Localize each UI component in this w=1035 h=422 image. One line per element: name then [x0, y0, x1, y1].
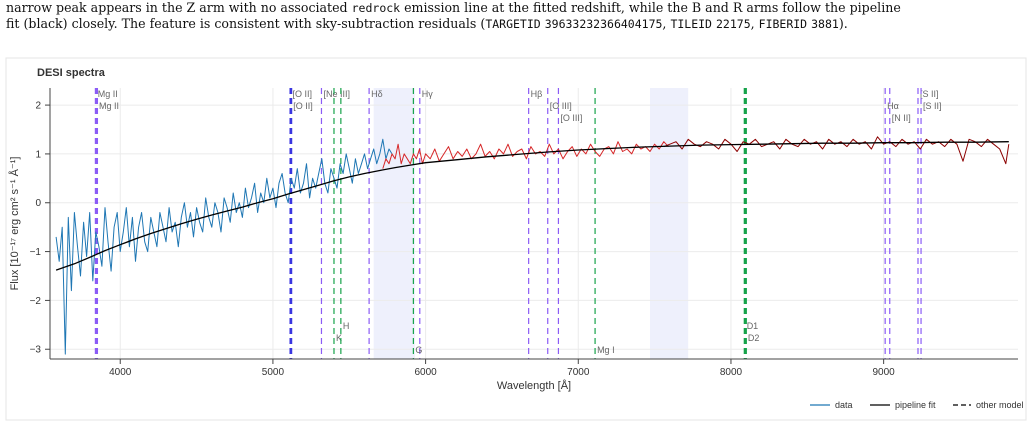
spectral-line-label: [O III]	[550, 101, 572, 111]
caption-code: redrock	[351, 1, 401, 15]
caption-text: fit (black) closely. The feature is cons…	[6, 16, 486, 31]
spectral-line-label: [O III]	[560, 113, 582, 123]
legend: data pipeline fit other model	[810, 400, 1024, 410]
figure-caption: narrow peak appears in the Z arm with no…	[6, 0, 1030, 32]
y-tick-label: 2	[35, 101, 41, 112]
data-series-group	[55, 136, 1010, 355]
legend-label: other model	[976, 400, 1024, 410]
spectral-line-label: [S II]	[923, 101, 942, 111]
spectral-line-label: [O II]	[292, 89, 312, 99]
spectral-line-label: Hδ	[371, 89, 383, 99]
y-tick-label: −2	[30, 296, 42, 307]
pipeline-fit-line	[55, 141, 1009, 271]
spectral-line-label: Hγ	[422, 89, 433, 99]
spectrum-chart: DESI spectra Mg II Mg II [O II] [O II] [Ne I…	[5, 57, 1027, 421]
spectral-line-label: [N II]	[892, 113, 911, 123]
x-tick-label: 8000	[720, 367, 743, 378]
spectral-line-label: Hβ	[531, 89, 543, 99]
spectral-line-label: H	[343, 321, 350, 331]
plot-background	[50, 88, 1018, 359]
caption-text: narrow peak appears in the Z arm with no…	[6, 0, 352, 15]
x-tick-label: 5000	[262, 367, 285, 378]
targetid-value: 39633232366404175	[544, 17, 663, 31]
fiberid-value: 3881	[811, 17, 839, 31]
y-tick-label: −1	[30, 247, 42, 258]
data-line-b-arm	[55, 138, 393, 355]
spectral-line-label: G	[415, 345, 422, 355]
plot-area: Mg II Mg II [O II] [O II] [Ne III] Hδ Hγ Hβ [O I…	[8, 88, 1018, 392]
spectral-line-label: Mg II	[98, 89, 118, 99]
caption-text: emission line at the fitted redshift, wh…	[400, 0, 901, 15]
spectral-line-label: Mg I	[597, 345, 615, 355]
spectral-line-label: K	[336, 333, 342, 343]
caption-code: TARGETID	[485, 17, 541, 31]
caption-code: TILEID	[670, 17, 712, 31]
x-axis-label: Wavelength [Å]	[497, 379, 571, 392]
legend-label: data	[835, 400, 853, 410]
spectral-line-label: [O II]	[293, 101, 313, 111]
x-tick-label: 4000	[109, 367, 132, 378]
tileid-value: 22175	[716, 17, 751, 31]
y-tick-label: 1	[35, 149, 41, 160]
spectral-line-label: Mg II	[99, 101, 119, 111]
spectral-line-label: D2	[748, 333, 760, 343]
y-axis-label: Flux [10⁻¹⁷ erg cm² s⁻¹ Å⁻¹]	[8, 157, 21, 291]
x-tick-label: 7000	[567, 367, 590, 378]
legend-label: pipeline fit	[895, 400, 936, 410]
shaded-region	[650, 88, 689, 359]
y-tick-label: 0	[35, 198, 41, 209]
x-tick-label: 6000	[414, 367, 437, 378]
caption-code: FIBERID	[758, 17, 808, 31]
caption-text: ).	[838, 16, 848, 31]
chart-title: DESI spectra	[37, 67, 106, 79]
spectral-line-label: [Ne III]	[323, 89, 350, 99]
spectral-line-label: D1	[747, 321, 759, 331]
caption-line-1: narrow peak appears in the Z arm with no…	[6, 0, 1030, 16]
spectral-line-label: [S II]	[920, 89, 939, 99]
y-tick-label: −3	[30, 345, 42, 356]
x-tick-label: 9000	[873, 367, 896, 378]
caption-line-2: fit (black) closely. The feature is cons…	[6, 16, 848, 31]
spectral-line-label: Hα	[887, 101, 899, 111]
shaded-region	[373, 88, 415, 359]
